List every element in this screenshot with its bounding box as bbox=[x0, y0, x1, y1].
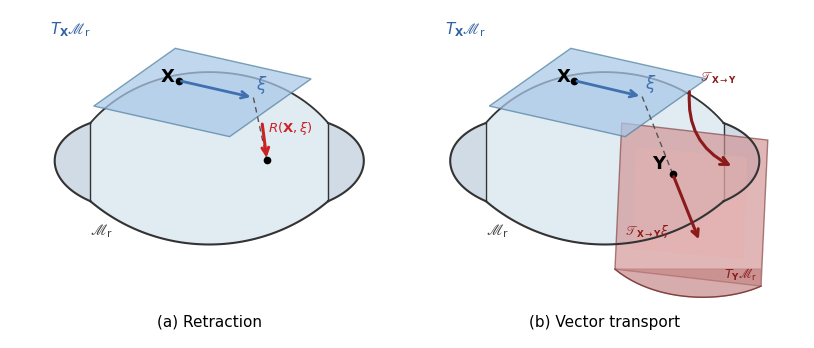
Text: (a) Retraction: (a) Retraction bbox=[157, 315, 262, 330]
Polygon shape bbox=[489, 48, 707, 137]
Polygon shape bbox=[724, 123, 759, 201]
Text: $\mathscr{M}_\mathrm{r}$: $\mathscr{M}_\mathrm{r}$ bbox=[486, 222, 509, 240]
Text: $\xi$: $\xi$ bbox=[645, 73, 656, 95]
Polygon shape bbox=[615, 123, 768, 286]
Polygon shape bbox=[94, 48, 311, 137]
Polygon shape bbox=[450, 123, 486, 201]
Polygon shape bbox=[90, 72, 328, 245]
Polygon shape bbox=[55, 123, 90, 201]
Text: $\mathbf{Y}$: $\mathbf{Y}$ bbox=[652, 155, 667, 173]
Text: $\mathscr{T}_{\mathbf{X}\to\mathbf{Y}}$: $\mathscr{T}_{\mathbf{X}\to\mathbf{Y}}$ bbox=[700, 71, 737, 86]
Text: $T_{\mathbf{X}}\mathscr{M}_\mathrm{r}$: $T_{\mathbf{X}}\mathscr{M}_\mathrm{r}$ bbox=[445, 21, 486, 39]
Polygon shape bbox=[486, 72, 724, 245]
Text: $T_{\mathbf{X}}\mathscr{M}_\mathrm{r}$: $T_{\mathbf{X}}\mathscr{M}_\mathrm{r}$ bbox=[50, 21, 90, 39]
Text: $\xi$: $\xi$ bbox=[256, 74, 268, 96]
Text: $T_{\mathbf{Y}}\mathscr{M}_\mathrm{r}$: $T_{\mathbf{Y}}\mathscr{M}_\mathrm{r}$ bbox=[724, 267, 757, 283]
Polygon shape bbox=[328, 123, 364, 201]
Polygon shape bbox=[632, 147, 747, 259]
Text: $\mathbf{X}$: $\mathbf{X}$ bbox=[555, 68, 571, 86]
Text: (b) Vector transport: (b) Vector transport bbox=[529, 315, 681, 330]
Text: $\mathscr{T}_{\mathbf{X}\to\mathbf{Y}}\xi$: $\mathscr{T}_{\mathbf{X}\to\mathbf{Y}}\x… bbox=[625, 223, 670, 240]
Polygon shape bbox=[615, 269, 761, 297]
Text: $R(\mathbf{X},\xi)$: $R(\mathbf{X},\xi)$ bbox=[268, 120, 313, 136]
Text: $\mathscr{M}_\mathrm{r}$: $\mathscr{M}_\mathrm{r}$ bbox=[90, 222, 113, 240]
Text: $\mathbf{X}$: $\mathbf{X}$ bbox=[160, 68, 176, 86]
